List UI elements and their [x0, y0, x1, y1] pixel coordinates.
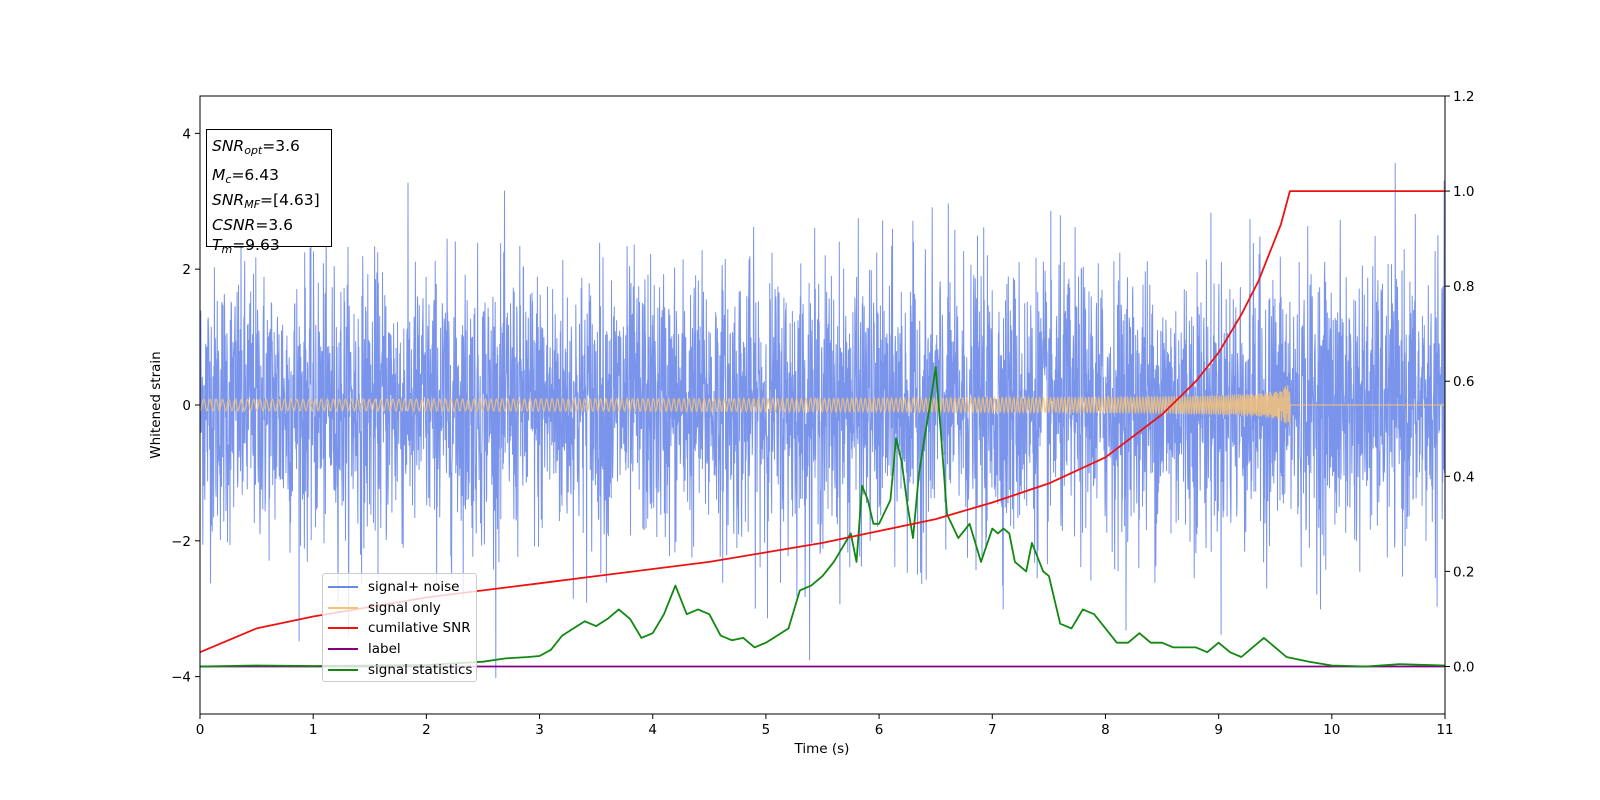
- y-right-tick-label: 1.2: [1453, 89, 1474, 105]
- legend-swatch: [328, 606, 358, 609]
- signal-statistics-line: [199, 366, 1446, 668]
- y-left-tick-label: 4: [182, 126, 191, 142]
- annotation-box: SNRopt=3.6 Mc=6.43 SNRMF=[4.63] CSNR=3.6…: [206, 129, 332, 256]
- x-tick-label: 11: [1436, 722, 1453, 738]
- y-left-tick-label: 2: [182, 262, 191, 278]
- legend-swatch: [328, 627, 358, 630]
- x-tick-label: 9: [1214, 722, 1223, 738]
- legend-item: signal only: [328, 598, 476, 619]
- signal-only-line: [199, 385, 1445, 426]
- legend-label: cumilative SNR: [368, 620, 471, 637]
- y-axis-left: −4 −2 0 2 4: [171, 126, 200, 686]
- x-tick-label: 10: [1323, 722, 1340, 738]
- snr-mf-annotation: SNRMF=[4.63]: [212, 191, 320, 211]
- x-axis: 0 1 2 3 4 5 6 7 8 9 10 11: [196, 714, 1454, 738]
- y-left-tick-label: −4: [171, 670, 191, 686]
- legend-label: signal only: [368, 599, 441, 616]
- x-tick-label: 0: [196, 722, 205, 738]
- x-tick-label: 8: [1101, 722, 1110, 738]
- y-left-tick-label: 0: [182, 398, 191, 414]
- x-tick-label: 7: [988, 722, 997, 738]
- y-right-tick-label: 1.0: [1453, 184, 1474, 200]
- legend-item: signal statistics: [328, 659, 476, 680]
- csnr-annotation: CSNR=3.6: [212, 216, 293, 234]
- legend-item: signal+ noise: [328, 577, 476, 598]
- x-tick-label: 2: [422, 722, 431, 738]
- legend-label: signal statistics: [368, 661, 473, 678]
- y-axis-label: Whitened strain: [148, 351, 164, 458]
- x-tick-label: 4: [648, 722, 657, 738]
- series-signal-only: [199, 385, 1445, 426]
- y-right-tick-label: 0.6: [1453, 374, 1474, 390]
- y-right-tick-label: 0.8: [1453, 279, 1474, 295]
- x-tick-label: 6: [875, 722, 884, 738]
- x-axis-label: Time (s): [794, 741, 850, 757]
- y-axis-right: 0.0 0.2 0.4 0.6 0.8 1.0 1.2: [1445, 89, 1474, 675]
- legend-item: label: [328, 639, 476, 660]
- signal-plus-noise-line: [199, 162, 1446, 679]
- legend: signal+ noise signal only cumilative SNR…: [322, 573, 477, 682]
- legend-swatch: [328, 668, 358, 671]
- legend-swatch: [328, 586, 358, 589]
- x-tick-label: 3: [535, 722, 544, 738]
- y-left-tick-label: −2: [171, 534, 191, 550]
- legend-label: label: [368, 641, 401, 658]
- legend-item: cumilative SNR: [328, 618, 476, 639]
- series-signal-plus-noise: [199, 162, 1446, 679]
- chirp-mass-annotation: Mc=6.43: [212, 166, 279, 186]
- x-tick-label: 5: [762, 722, 771, 738]
- legend-swatch: [328, 648, 358, 651]
- y-right-tick-label: 0.4: [1453, 469, 1474, 485]
- x-tick-label: 1: [309, 722, 318, 738]
- legend-label: signal+ noise: [368, 579, 460, 596]
- y-right-tick-label: 0.0: [1453, 659, 1474, 675]
- merger-time-annotation: Tm=9.63: [212, 236, 280, 256]
- snr-opt-annotation: SNRopt=3.6: [212, 137, 300, 157]
- y-right-tick-label: 0.2: [1453, 564, 1474, 580]
